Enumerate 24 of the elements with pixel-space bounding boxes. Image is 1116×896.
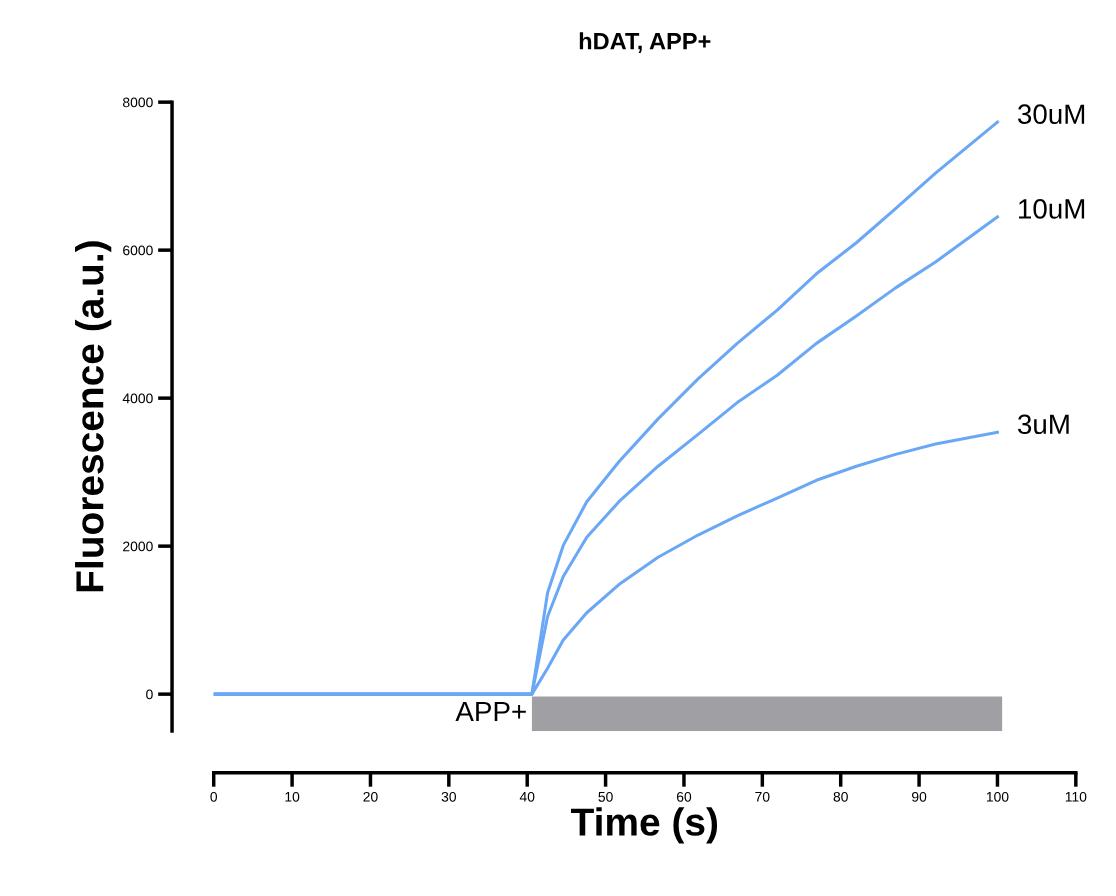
series-label: 10uM [1019, 199, 1085, 219]
y-tick-label: 6000 [123, 245, 153, 256]
x-tick-label: 0 [210, 791, 218, 802]
y-tick-label: 0 [146, 689, 153, 700]
y-axis-title: Fluorescence (a.u.) [75, 241, 112, 592]
y-tick-label: 4000 [122, 393, 153, 404]
series-label: 30uM [1017, 104, 1085, 125]
y-tick-label: 8000 [123, 97, 153, 108]
x-tick-label: 90 [912, 791, 927, 802]
x-tick-label: 10 [285, 791, 300, 802]
x-axis-title: Time (s) [571, 807, 718, 844]
y-tick-label: 2000 [123, 541, 153, 552]
x-tick-label: 100 [986, 791, 1009, 802]
x-tick-label: 70 [755, 791, 770, 802]
x-tick-label: 30 [441, 791, 457, 802]
band-label: APP+ [455, 701, 526, 722]
x-tick-label: 110 [1065, 791, 1087, 802]
chart-title: hDAT, APP+ [579, 32, 711, 54]
series-label: 3uM [1017, 414, 1069, 435]
x-tick-label: 40 [519, 791, 535, 802]
x-tick-label: 80 [833, 791, 848, 802]
x-tick-label: 20 [363, 791, 378, 802]
x-tick-label: 60 [676, 791, 692, 802]
x-tick-label: 50 [598, 791, 613, 802]
